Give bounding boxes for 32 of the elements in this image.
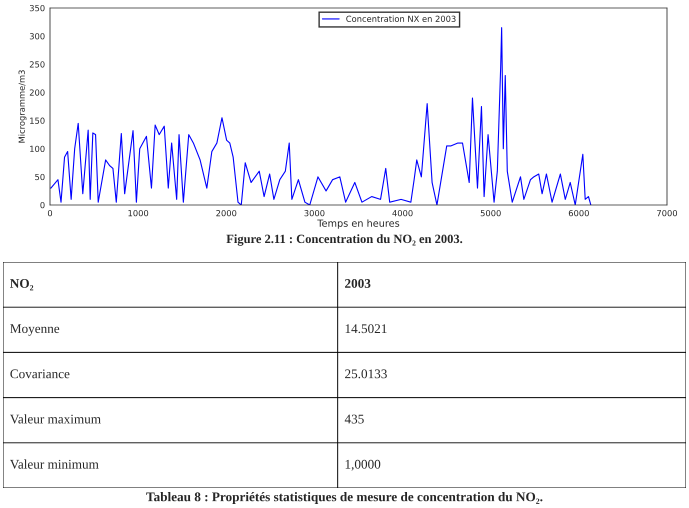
text: Valeur minimum <box>10 459 99 469</box>
text: 1,0000 <box>346 460 380 471</box>
legend-label: Concentration NX en 2003 <box>346 16 456 22</box>
y-tick-label: 100 <box>30 146 45 152</box>
caption: Figure 2.11 : Concentration du NO₂ en 2003. <box>226 234 462 246</box>
x-tick-label: 1000 <box>128 210 148 216</box>
text: Tableau 8 : Propriétés statistiques de mesure de concentration du NO₂. <box>146 492 542 504</box>
y-tick-label: 50 <box>35 174 45 180</box>
y-axis-title: Microgramme/m3 <box>18 70 26 143</box>
x-tick-label: 2000 <box>216 210 236 216</box>
text: 2003 <box>345 279 370 288</box>
text: Valeur maximum <box>10 414 101 424</box>
y-tick-label: 350 <box>30 4 45 12</box>
text: NO₂ <box>10 279 34 290</box>
text: Covariance <box>10 369 70 378</box>
x-tick-label: 0 <box>48 210 52 216</box>
y-tick-label: 250 <box>30 61 45 68</box>
x-tick-label: 6000 <box>568 210 589 216</box>
x-tick-label: 5000 <box>480 210 501 216</box>
x-tick-label: 4000 <box>392 210 413 216</box>
text: Moyenne <box>10 324 60 336</box>
y-tick-label: 0 <box>40 202 45 208</box>
text: 25.0133 <box>345 369 387 378</box>
x-axis-title: Temps en heures <box>317 219 400 229</box>
x-tick-label: 3000 <box>304 210 324 216</box>
text: 14.5021 <box>346 324 387 334</box>
y-tick-label: 300 <box>30 33 45 40</box>
y-tick-label: 200 <box>30 89 45 96</box>
x-tick-label: 7000 <box>657 210 678 216</box>
text: 435 <box>344 414 364 424</box>
y-tick-label: 150 <box>30 118 45 124</box>
line-series <box>50 27 592 205</box>
